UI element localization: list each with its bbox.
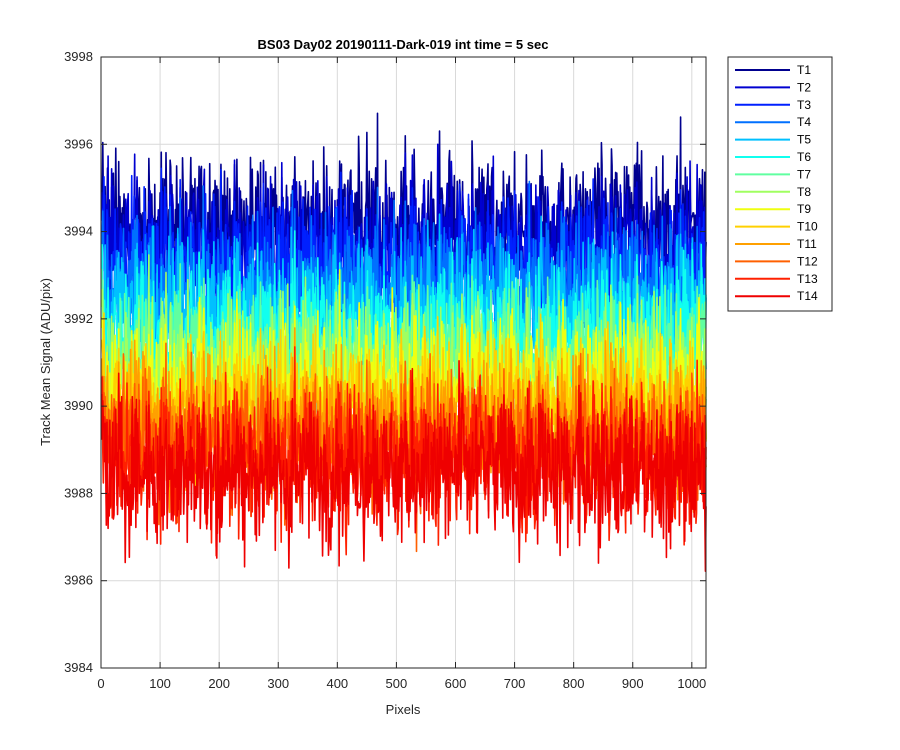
series-line-t14 [100,359,707,572]
axes-frame [100,56,707,669]
x-tick-label: 200 [208,676,230,691]
axis-ticks: 0 100 200 300 400 500 600 700 800 900 1000 3984 3986… [64,49,706,691]
x-tick-label: 500 [386,676,408,691]
x-tick-label: 700 [504,676,526,691]
chart-title: BS03 Day02 20190111-Dark-019 int time = … [258,37,549,52]
x-tick-label: 600 [445,676,467,691]
legend-entry-t7: T7 [797,167,811,181]
y-tick-label: 3988 [64,485,93,500]
x-tick-label: 0 [97,676,104,691]
legend-entry-t2: T2 [797,80,811,94]
y-tick-label: 3998 [64,49,93,64]
y-axis-label: Track Mean Signal (ADU/pix) [38,278,53,446]
series-lines [100,112,707,572]
y-tick-label: 3990 [64,398,93,413]
legend-entry-t13: T13 [797,272,818,286]
y-tick-label: 3994 [64,224,93,239]
axes-box [100,56,707,669]
x-tick-label: 300 [267,676,289,691]
legend-entry-t14: T14 [797,289,818,303]
legend-entry-t1: T1 [797,63,811,77]
legend-entry-t8: T8 [797,185,811,199]
x-tick-label: 100 [149,676,171,691]
x-axis-label: Pixels [386,702,421,717]
legend-entry-t6: T6 [797,150,811,164]
legend-box [727,56,833,312]
legend-entry-t11: T11 [797,237,817,251]
y-tick-label: 3996 [64,136,93,151]
x-tick-label: 900 [622,676,644,691]
y-tick-label: 3986 [64,573,93,588]
legend-entry-t3: T3 [797,98,811,112]
y-tick-label: 3984 [64,660,93,675]
legend-entry-t4: T4 [797,115,811,129]
x-tick-label: 800 [563,676,585,691]
legend-entry-t9: T9 [797,202,811,216]
legend-entry-t12: T12 [797,254,818,268]
y-tick-label: 3992 [64,311,93,326]
legend-entry-t5: T5 [797,133,811,147]
legend: T1 T2 T3 T4 T5 T6 T7 T8 T9 T10 T11 T12 T13 T14 [727,56,833,312]
x-tick-label: 1000 [677,676,706,691]
x-tick-label: 400 [326,676,348,691]
legend-entry-t10: T10 [797,220,818,234]
